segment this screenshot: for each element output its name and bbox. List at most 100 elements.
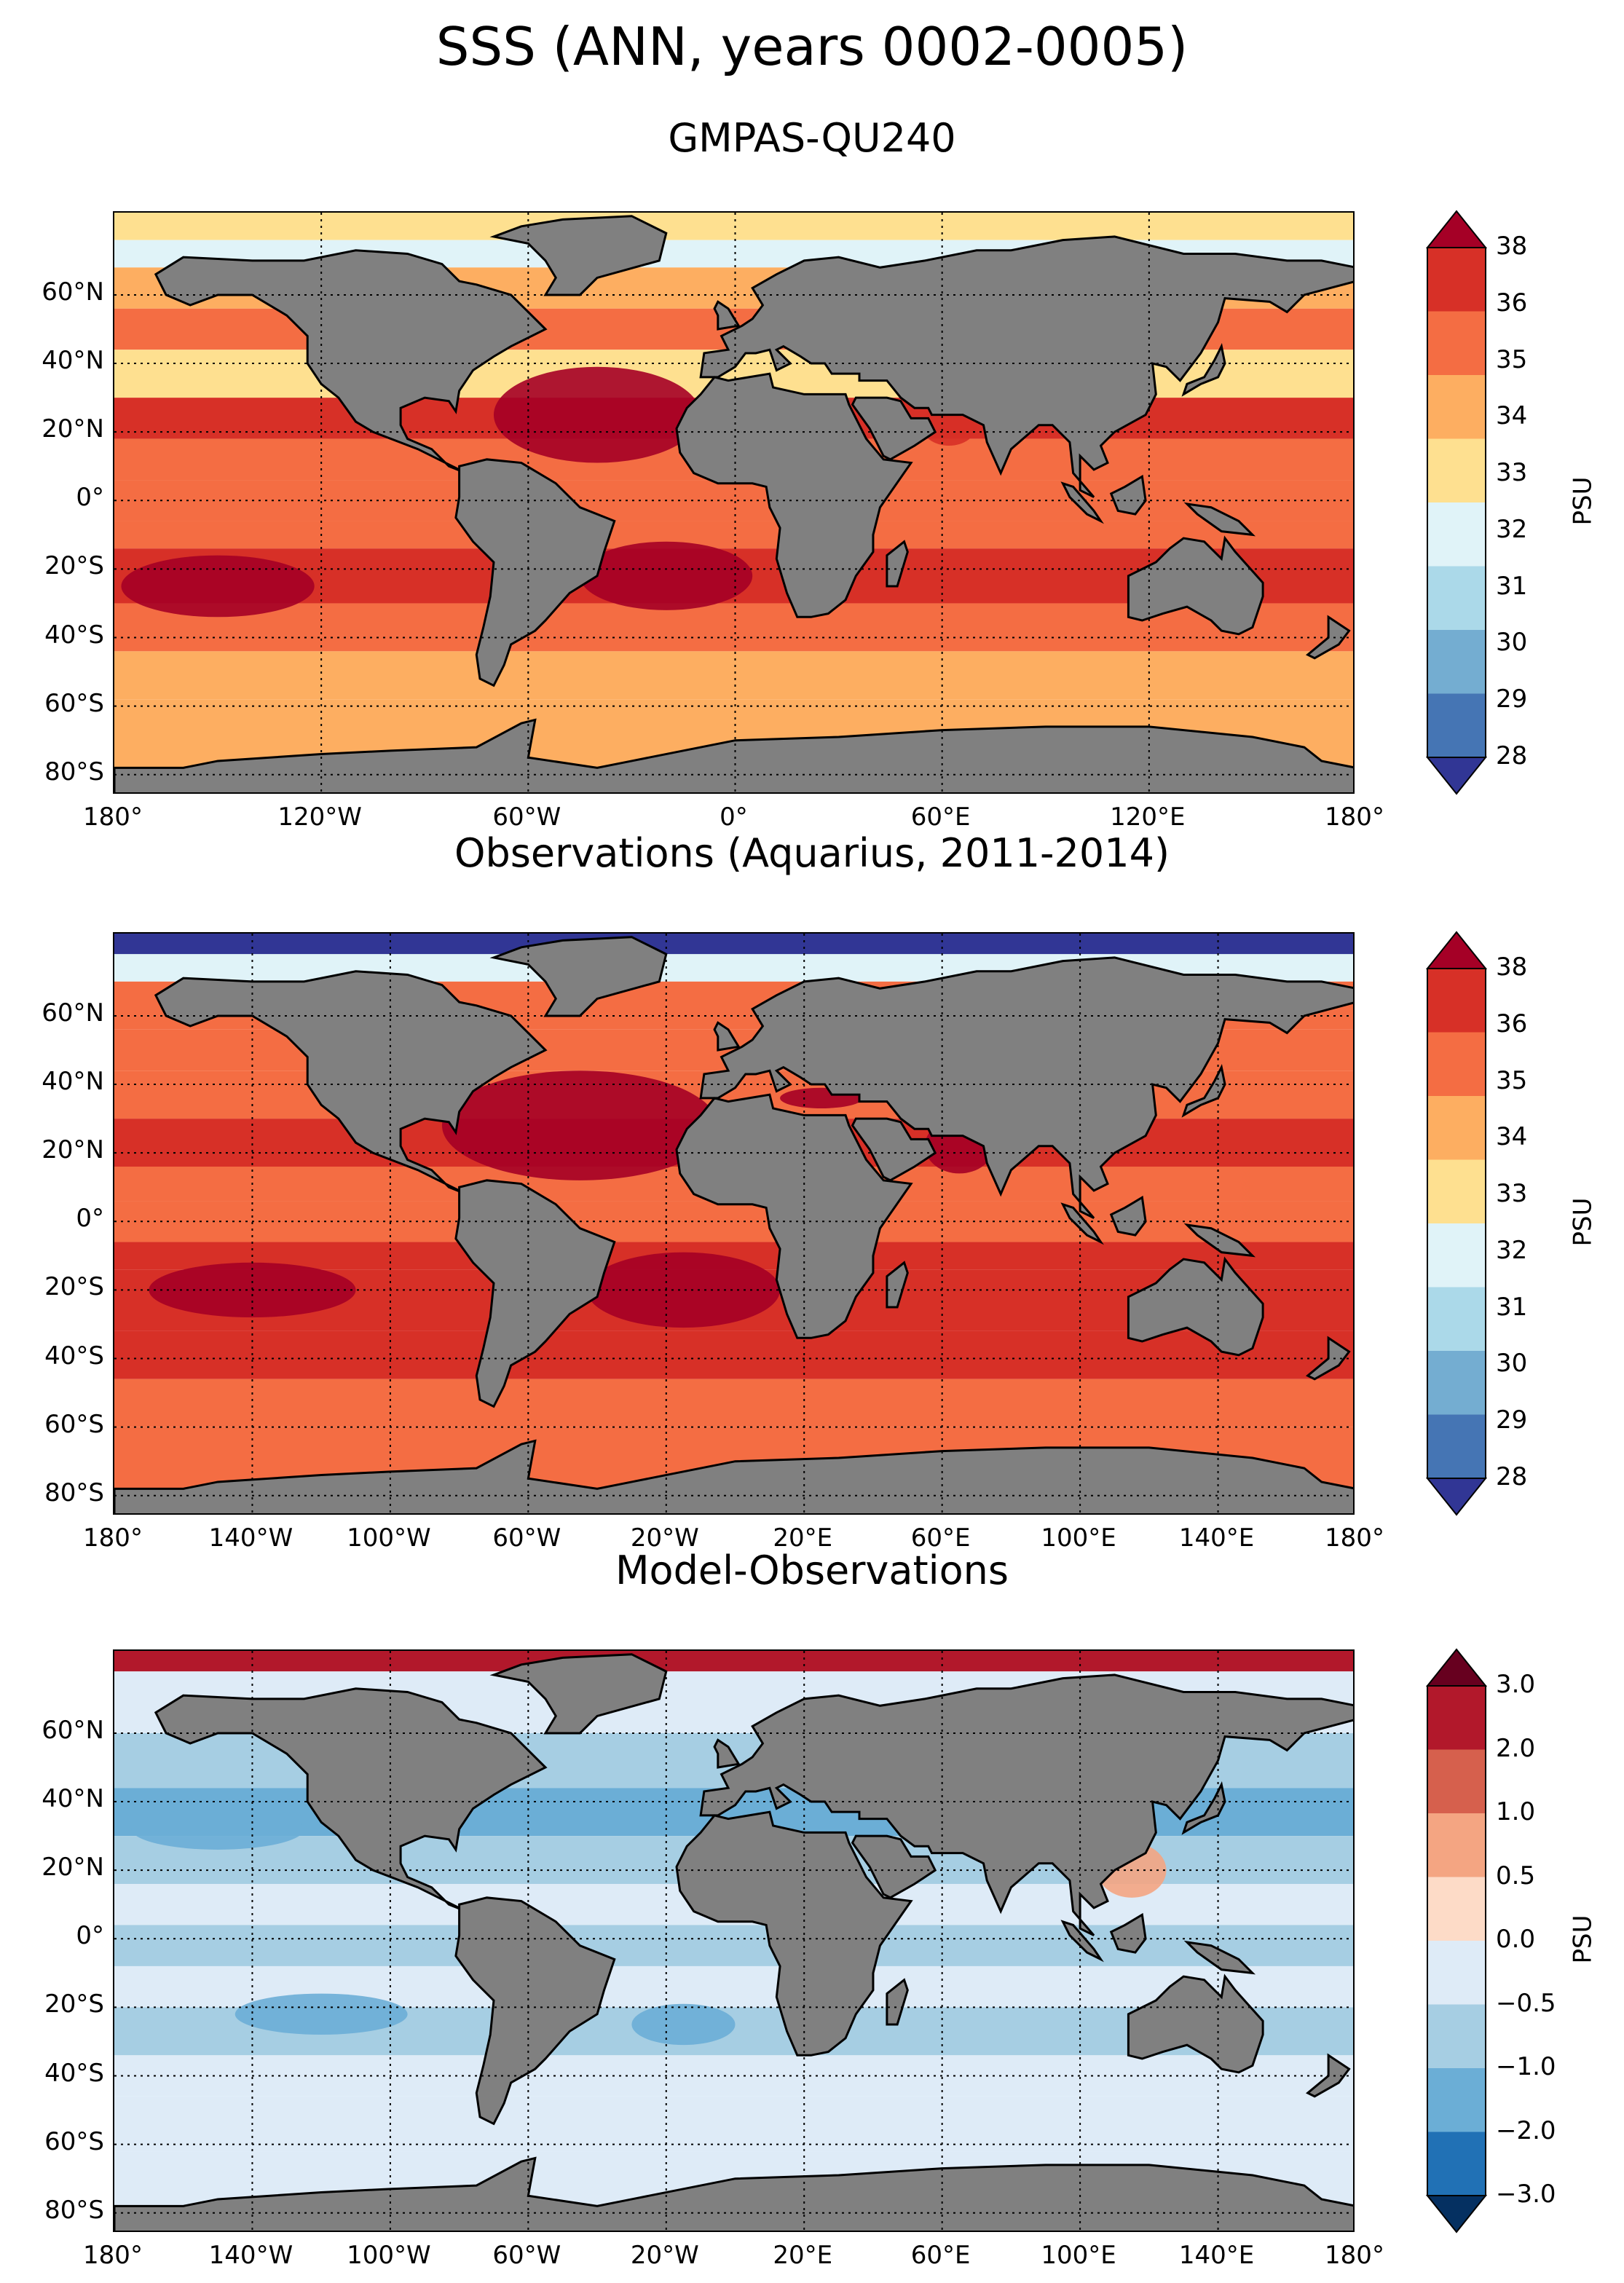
colorbar-extend-top <box>1426 1648 1487 1687</box>
colorbar-tick-label: 0.5 <box>1496 1861 1536 1890</box>
colorbar-tick-label: 1.0 <box>1496 1797 1536 1826</box>
lat-tick-label: 0° <box>76 1921 104 1951</box>
land-12 <box>713 1021 741 1052</box>
colorbar-segment <box>1427 248 1486 312</box>
map-obs <box>113 932 1355 1515</box>
lat-tick-label: 60°N <box>42 277 104 307</box>
map-svg-obs <box>114 934 1353 1513</box>
colorbar-extend-bottom <box>1426 1478 1487 1516</box>
lat-tick-label: 40°N <box>42 346 104 376</box>
land-4 <box>851 396 937 461</box>
colorbar-extend-bottom <box>1426 757 1487 795</box>
land-2 <box>454 458 616 687</box>
colorbar-tick-label: 28 <box>1496 1462 1528 1491</box>
colorbar-tick-label: 35 <box>1496 344 1528 374</box>
ocean-band-7 <box>114 1201 1353 1242</box>
colorbar-tick-label: 36 <box>1496 288 1528 318</box>
lon-tick-label: 180° <box>83 1523 143 1553</box>
lon-tick-label: 180° <box>83 2241 143 2270</box>
colorbar-tick-label: 35 <box>1496 1065 1528 1095</box>
ocean-band-11 <box>114 1379 1353 1427</box>
map-svg-bias <box>114 1651 1353 2231</box>
land-11 <box>1181 1063 1226 1118</box>
colorbar-obs <box>1426 931 1487 1516</box>
colorbar-segment <box>1427 1686 1486 1750</box>
salinity-region-2 <box>121 555 315 618</box>
lon-tick-label: 100°W <box>347 2241 431 2270</box>
land-3 <box>699 1673 1353 1936</box>
land-9 <box>1060 1202 1104 1245</box>
colorbar-segment <box>1427 693 1486 758</box>
land-1 <box>489 215 668 296</box>
colorbar-segment <box>1427 438 1486 503</box>
lat-tick-label: 0° <box>76 1204 104 1234</box>
land-3 <box>699 956 1353 1219</box>
colorbar-segment <box>1427 2004 1486 2069</box>
land-3 <box>699 235 1353 498</box>
lat-tick-label: 60°S <box>44 1409 104 1439</box>
colorbar-segment <box>1427 630 1486 694</box>
lon-tick-label: 180° <box>1325 2241 1384 2270</box>
lon-tick-label: 20°E <box>773 1523 833 1553</box>
lon-tick-label: 140°W <box>208 2241 293 2270</box>
lon-tick-label: 180° <box>1325 1523 1384 1553</box>
lat-tick-label: 0° <box>76 483 104 513</box>
colorbar-unit-label: PSU <box>1568 1915 1598 1964</box>
land-11 <box>1181 342 1226 397</box>
land-9 <box>1060 1920 1104 1963</box>
lon-tick-label: 60°E <box>910 1523 971 1553</box>
map-model <box>113 211 1355 794</box>
lat-tick-label: 40°S <box>44 620 104 650</box>
land-10 <box>1183 502 1256 537</box>
colorbar-tick-label: −3.0 <box>1496 2180 1556 2209</box>
colorbar-segment <box>1427 502 1486 567</box>
colorbar-tick-label: 3.0 <box>1496 1670 1536 1699</box>
land-9 <box>1060 481 1104 524</box>
colorbar-tick-label: 32 <box>1496 1235 1528 1265</box>
land-5 <box>675 1093 913 1339</box>
colorbar-segment <box>1427 1877 1486 1941</box>
colorbar-unit-label: PSU <box>1568 1197 1598 1247</box>
colorbar-segment <box>1427 1813 1486 1877</box>
colorbar-tick-label: 38 <box>1496 953 1528 982</box>
land-12 <box>713 300 741 331</box>
salinity-region-2 <box>631 2003 736 2046</box>
land-0 <box>154 249 548 475</box>
colorbar-segment <box>1427 1159 1486 1224</box>
salinity-region-1 <box>234 1993 408 2035</box>
lat-tick-label: 20°N <box>42 1853 104 1882</box>
colorbar-tick-label: 2.0 <box>1496 1733 1536 1763</box>
land-12 <box>713 1738 741 1769</box>
land-4 <box>851 1117 937 1182</box>
salinity-region-0 <box>493 366 701 463</box>
lat-tick-label: 20°N <box>42 1135 104 1165</box>
colorbar-segment <box>1427 1032 1486 1097</box>
colorbar-segment <box>1427 375 1486 439</box>
ocean-band-0 <box>114 1651 1353 1672</box>
lon-tick-label: 140°W <box>208 1523 293 1553</box>
colorbar-tick-label: 30 <box>1496 1349 1528 1379</box>
lon-tick-label: 20°W <box>630 1523 699 1553</box>
colorbar-extend-top <box>1426 210 1487 248</box>
lat-tick-label: 20°N <box>42 414 104 444</box>
land-1 <box>489 936 668 1017</box>
colorbar-tick-label: 29 <box>1496 685 1528 714</box>
land-10 <box>1183 1940 1256 1975</box>
colorbar-tick-label: 33 <box>1496 1179 1528 1209</box>
land-7 <box>1127 1974 1264 2074</box>
colorbar-segment <box>1427 1096 1486 1160</box>
colorbar-tick-label: 34 <box>1496 401 1528 431</box>
colorbar-segment <box>1427 1287 1486 1352</box>
lon-tick-label: 60°W <box>492 2241 561 2270</box>
map-bias <box>113 1649 1355 2232</box>
lon-tick-label: 100°E <box>1041 1523 1116 1553</box>
colorbar-tick-label: 29 <box>1496 1405 1528 1435</box>
lat-tick-label: 40°N <box>42 1784 104 1814</box>
land-8 <box>1109 474 1147 516</box>
colorbar-extend-top <box>1426 931 1487 969</box>
colorbar-model <box>1426 210 1487 795</box>
land-1 <box>489 1653 668 1735</box>
lon-tick-label: 60°E <box>910 2241 971 2270</box>
colorbar-tick-label: 36 <box>1496 1009 1528 1038</box>
colorbar-outline <box>1427 247 1486 758</box>
